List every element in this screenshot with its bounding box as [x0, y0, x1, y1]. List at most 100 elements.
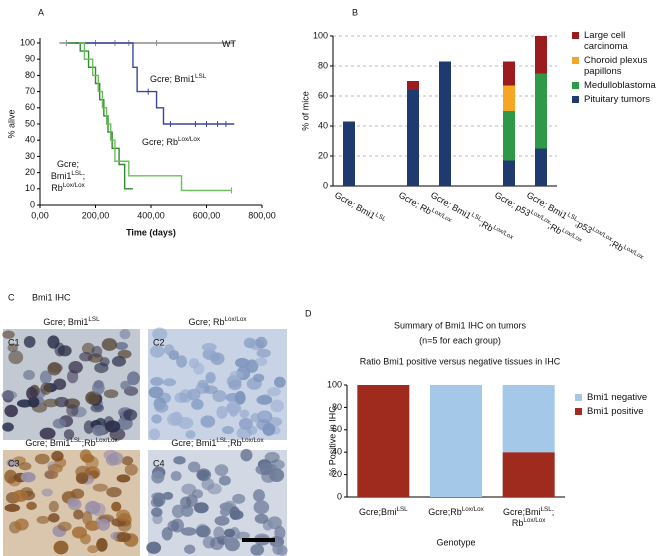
nucleus: [85, 500, 101, 515]
x-tick-label: 400,00: [137, 210, 165, 220]
nucleus: [202, 348, 217, 360]
nucleus: [185, 430, 196, 439]
nucleus: [23, 335, 36, 348]
nucleus: [92, 424, 106, 437]
nucleus: [92, 483, 108, 492]
nucleus: [212, 389, 227, 403]
text-segment: Gcre; Rb: [142, 137, 178, 147]
bar-segment: [535, 73, 547, 149]
nucleus: [267, 387, 281, 397]
nucleus: [269, 468, 285, 482]
superscript: Lox/Lox: [96, 437, 119, 444]
text-segment: Rb: [51, 183, 63, 193]
text-segment: ;: [83, 171, 86, 181]
image-label: C4: [153, 458, 165, 468]
y-axis-label: % alive: [6, 109, 16, 138]
legend-swatch: [572, 32, 579, 39]
nucleus: [151, 471, 165, 484]
nucleus: [267, 516, 282, 530]
legend-entry: Large cell carcinoma: [572, 30, 658, 52]
y-tick-label: 20: [25, 167, 35, 177]
nucleus: [228, 379, 242, 391]
nucleus: [2, 422, 14, 432]
text-segment: ;Rb: [82, 438, 96, 448]
legend-label: Choroid plexus papillons: [584, 55, 648, 77]
x-tick-label: Gcre;RbLox/Lox: [428, 506, 484, 517]
y-tick-label: 60: [25, 102, 35, 112]
nucleus: [90, 403, 105, 413]
y-tick-label: 100: [313, 30, 328, 40]
nucleus: [101, 338, 118, 351]
nucleus: [116, 474, 131, 483]
nucleus: [26, 501, 37, 510]
nucleus: [36, 515, 50, 524]
nucleus: [256, 348, 271, 358]
nucleus: [39, 427, 56, 440]
nucleus: [161, 527, 173, 541]
bar-segment: [439, 61, 451, 186]
text-segment: ;Rb: [228, 438, 242, 448]
nucleus: [264, 451, 280, 463]
nucleus: [256, 395, 273, 405]
nucleus: [214, 515, 230, 526]
legend-entry: Bmi1 negative: [575, 392, 660, 403]
legend-label: Medulloblastoma: [584, 80, 656, 91]
superscript: Lox/Lox: [63, 182, 86, 189]
nucleus: [85, 520, 101, 531]
y-tick-label: 80: [25, 70, 35, 80]
y-tick-label: 60: [318, 90, 328, 100]
y-tick-label: 100: [327, 379, 342, 389]
text-segment: Gcre;Bmi: [359, 507, 397, 517]
nucleus: [66, 404, 79, 417]
nucleus: [111, 356, 127, 367]
nucleus: [23, 369, 35, 381]
chart-title: Summary of Bmi1 IHC on tumors: [394, 320, 527, 330]
x-tick-label: 200,00: [82, 210, 110, 220]
micrograph: C1: [1, 328, 140, 441]
nucleus: [184, 544, 196, 555]
nucleus: [216, 405, 228, 419]
text-segment: ;: [552, 507, 555, 517]
nucleus: [219, 502, 234, 511]
survival-curve: [76, 42, 235, 125]
y-tick-label: 20: [318, 150, 328, 160]
nucleus: [252, 373, 265, 383]
legend-swatch: [572, 57, 579, 64]
nucleus: [116, 509, 131, 522]
x-tick-label: Gcre;BmiLSL: [359, 506, 408, 517]
nucleus: [240, 448, 253, 462]
text-segment: Gcre; Rb: [397, 190, 433, 217]
text-segment: ;Rb: [608, 238, 625, 254]
y-axis-label: % of mice: [300, 91, 310, 131]
nucleus: [250, 413, 261, 423]
bar-segment: [407, 90, 419, 186]
nucleus: [123, 409, 138, 421]
nucleus: [79, 351, 93, 362]
image-label: C1: [8, 337, 20, 347]
y-tick-label: 100: [20, 37, 35, 47]
nucleus: [48, 513, 60, 523]
legend-swatch: [575, 408, 582, 415]
y-tick-label: 40: [332, 447, 342, 457]
nucleus: [222, 425, 234, 435]
nucleus: [150, 345, 165, 358]
y-tick-label: 70: [25, 86, 35, 96]
image-caption: Gcre; Bmi1LSL;RbLox/Lox: [171, 437, 264, 448]
nucleus: [103, 389, 119, 399]
nucleus: [259, 410, 271, 422]
nucleus: [200, 415, 216, 428]
text-segment: Gcre; Bmi1: [43, 317, 88, 327]
nucleus: [232, 493, 246, 504]
nucleus: [96, 518, 110, 531]
annotation: Ratio Bmi1 positive versus negative tiss…: [360, 356, 561, 366]
nucleus: [47, 335, 60, 349]
legend-label: Pituitary tumors: [584, 94, 650, 105]
bar-segment: [535, 36, 547, 74]
nucleus: [255, 336, 268, 349]
nucleus: [75, 465, 91, 479]
section-title: Bmi1 IHC: [32, 292, 71, 302]
text-segment: Gcre; Bmi1: [171, 438, 216, 448]
superscript: Lox/Lox: [462, 506, 485, 513]
legend-swatch: [575, 394, 582, 401]
